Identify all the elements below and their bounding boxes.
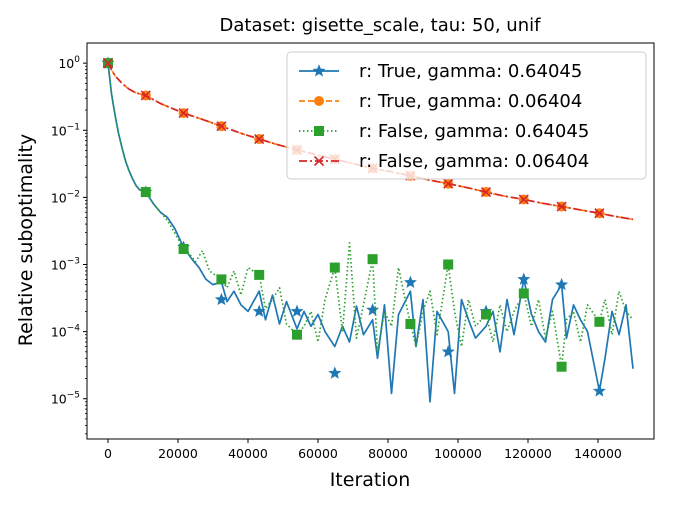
x-tick-label: 40000 (228, 446, 268, 461)
data-point-marker (480, 186, 492, 198)
data-point-marker (366, 303, 380, 316)
x-axis: 0 20000 40000 60000 80000 100000 120000 140000 (104, 439, 622, 461)
legend-box (286, 51, 647, 180)
y-tick-exponent: −5 (67, 391, 80, 401)
data-point-marker (290, 304, 304, 317)
data-point-marker (178, 244, 189, 255)
series-line (107, 63, 634, 368)
y-tick-label: 10−4 (51, 324, 80, 340)
data-point-marker (254, 133, 265, 145)
data-point-marker (292, 329, 302, 340)
data-point-marker (254, 269, 265, 280)
series-3 (103, 58, 634, 372)
legend-label: r: True, gamma: 0.64045 (359, 61, 582, 82)
y-tick-label: 10−2 (51, 189, 80, 205)
legend-label: r: False, gamma: 0.64045 (359, 121, 589, 142)
data-point-marker (556, 201, 567, 212)
x-tick-label: 0 (104, 446, 112, 461)
series-line (107, 63, 634, 403)
legend-label: r: False, gamma: 0.06404 (359, 151, 589, 172)
data-point-marker (443, 259, 454, 270)
x-tick-label: 60000 (298, 446, 338, 461)
y-tick-base: 10 (51, 325, 67, 340)
y-tick-exponent: −4 (67, 324, 81, 334)
data-point-marker (140, 187, 151, 198)
data-point-marker (329, 262, 340, 273)
data-point-marker (216, 274, 227, 285)
y-tick-label: 10−5 (51, 391, 80, 407)
data-point-marker (328, 366, 342, 379)
y-tick-exponent: −3 (67, 256, 80, 266)
axes-frame (86, 42, 655, 440)
data-point-marker (178, 108, 189, 119)
x-axis-title: Iteration (330, 469, 411, 491)
x-tick-label: 140000 (574, 446, 622, 461)
legend-item: r: False, gamma: 0.64045 (299, 121, 589, 142)
legend-marker (312, 64, 326, 77)
data-point-marker (481, 309, 491, 320)
y-tick-base: 10 (51, 123, 67, 138)
legend-item: r: True, gamma: 0.06404 (299, 91, 582, 112)
data-point-marker (594, 316, 605, 327)
legend-marker (314, 126, 324, 136)
y-tick-base: 10 (51, 190, 67, 205)
data-point-marker (594, 208, 605, 219)
chart-title: Dataset: gisette_scale, tau: 50, unif (220, 15, 542, 36)
legend-marker (314, 96, 324, 106)
y-tick-label: 100 (58, 55, 80, 71)
legend-item: r: False, gamma: 0.06404 (299, 151, 589, 172)
legend-marker (313, 155, 325, 167)
y-axis-title: Relative suboptimality (15, 134, 37, 346)
y-tick-exponent: −1 (67, 122, 80, 132)
data-point-marker (214, 292, 228, 306)
series-line (107, 62, 634, 221)
data-point-marker (441, 344, 455, 358)
legend-label: r: True, gamma: 0.06404 (359, 91, 582, 112)
data-point-marker (555, 277, 569, 291)
y-tick-exponent: −2 (67, 189, 80, 199)
data-point-marker (367, 254, 378, 265)
data-point-marker (216, 121, 227, 132)
y-tick-base: 10 (58, 56, 74, 71)
data-point-marker (556, 361, 567, 372)
y-tick-exponent: 0 (74, 55, 80, 65)
y-tick-label: 10−3 (51, 256, 80, 272)
x-tick-label: 100000 (434, 446, 482, 461)
data-point-marker (102, 58, 114, 69)
series-1 (101, 56, 634, 403)
data-point-marker (403, 275, 417, 288)
data-point-marker (518, 194, 529, 205)
data-point-marker (592, 384, 606, 397)
data-point-marker (405, 318, 416, 329)
x-tick-label: 20000 (158, 446, 198, 461)
data-point-marker (517, 272, 531, 285)
x-tick-label: 80000 (368, 446, 408, 461)
x-tick-label: 120000 (504, 446, 552, 461)
y-tick-base: 10 (51, 257, 67, 272)
data-point-marker (252, 304, 266, 317)
legend: r: True, gamma: 0.64045 r: True, gamma: 0… (286, 51, 647, 180)
data-point-marker (518, 288, 529, 299)
data-point-marker (443, 178, 454, 189)
y-tick-base: 10 (51, 392, 67, 407)
data-point-marker (140, 90, 151, 101)
legend-item: r: True, gamma: 0.64045 (299, 61, 582, 82)
y-tick-label: 10−1 (51, 122, 80, 138)
